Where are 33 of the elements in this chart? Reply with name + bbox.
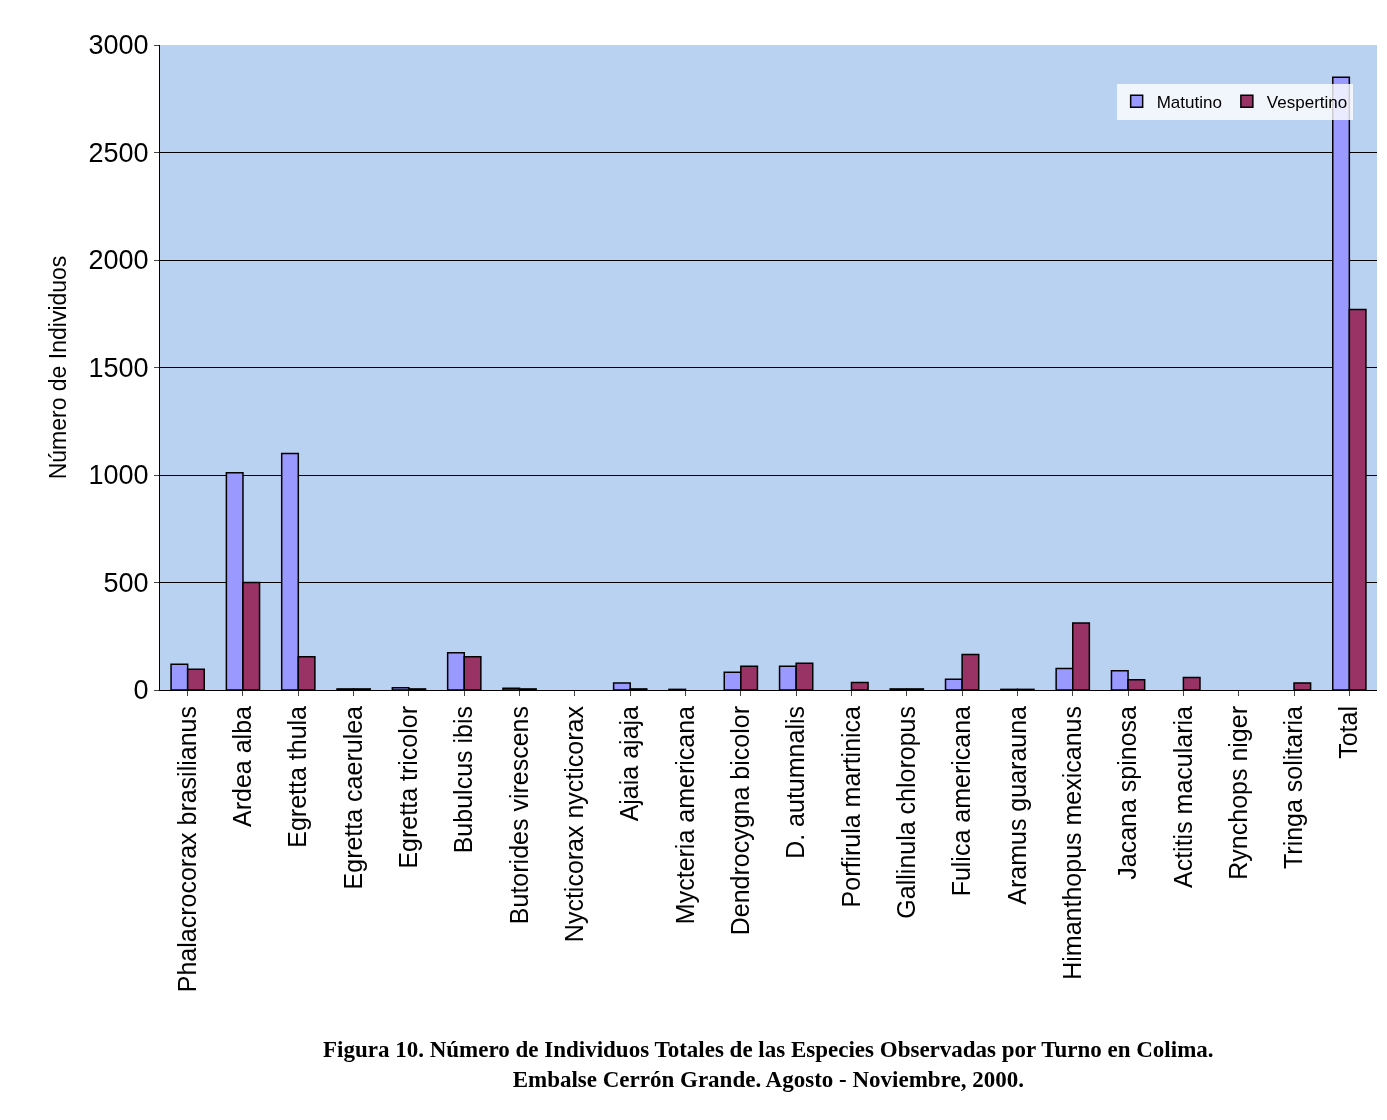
x-tick-label: Fulica americana — [947, 705, 976, 897]
x-tick-label: Nycticorax nycticorax — [560, 705, 589, 943]
y-tick-label: 500 — [103, 567, 149, 598]
x-tick-label: Butorides virescens — [504, 706, 533, 925]
y-tick-label: 0 — [133, 675, 149, 706]
x-tick-label: Tringa solitaria — [1279, 705, 1308, 870]
x-tick-label: Gallinula chloropus — [891, 706, 920, 919]
y-tick-label: 1500 — [88, 352, 149, 383]
x-tick-label: Ardea alba — [228, 705, 257, 827]
y-axis-title: Número de Individuos — [44, 255, 71, 480]
legend-label: Matutino — [1156, 92, 1222, 112]
x-tick-label: Total — [1334, 706, 1363, 759]
x-tick-label: Phalacrocorax brasilianus — [172, 706, 201, 993]
x-tick-label: Himanthopus mexicanus — [1057, 706, 1086, 980]
x-tick-label: Dendrocygna bicolor — [725, 706, 754, 936]
x-tick-label: Ajaia ajaja — [615, 705, 644, 822]
y-tick-label: 2500 — [88, 137, 149, 168]
x-tick-label: Egretta thula — [283, 705, 312, 848]
x-tick-label: Mycteria americana — [670, 705, 699, 925]
text: Figura 10. Número de Individuos Totales de las Especies Observadas por Turno en Colima. Embalse Cerrón Grande. Agosto - Noviembre, 2000. — [323, 1037, 1214, 1092]
x-tick-label: Rynchops niger — [1223, 706, 1252, 880]
x-tick-label: Bubulcus ibis — [449, 706, 478, 854]
x-tick-label: Aramus guarauna — [1002, 705, 1031, 905]
x-tick-label: Porfirula martinica — [836, 705, 865, 908]
x-tick-label: Jacana spinosa — [1113, 705, 1142, 880]
y-tick-label: 3000 — [88, 30, 149, 61]
y-tick-label: 1000 — [88, 460, 149, 491]
x-tick-label: D. autumnalis — [781, 706, 810, 859]
x-tick-label: Actitis macularia — [1168, 705, 1197, 888]
legend-label: Vespertino — [1266, 92, 1348, 112]
y-tick-label: 2000 — [88, 245, 149, 276]
x-tick-label: Egretta tricolor — [394, 706, 423, 869]
x-tick-label: Egretta caerulea — [338, 705, 367, 890]
